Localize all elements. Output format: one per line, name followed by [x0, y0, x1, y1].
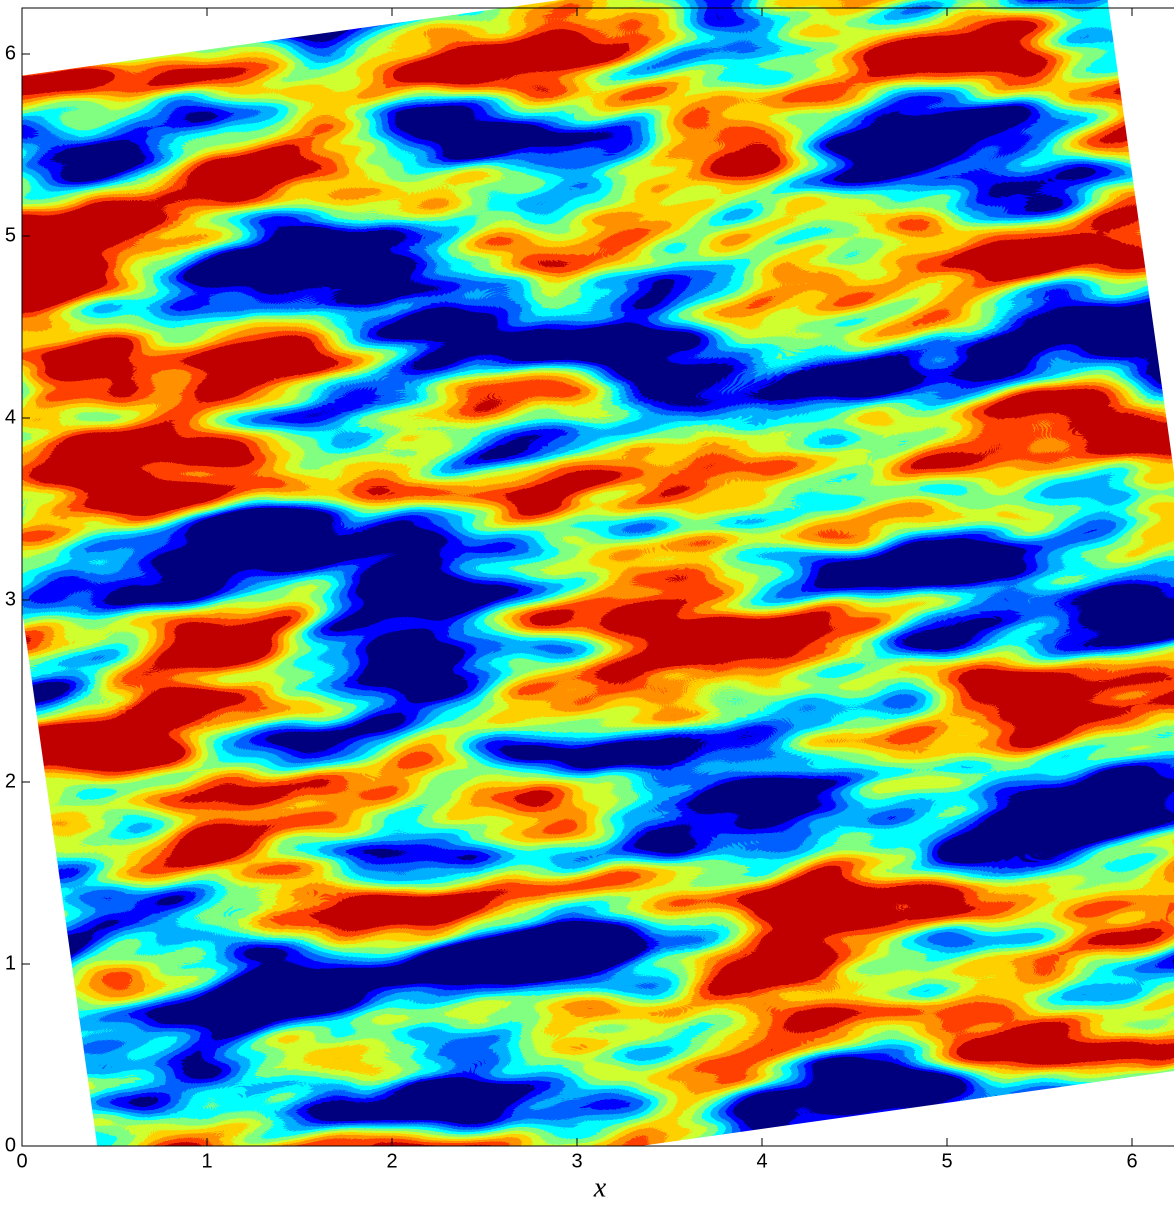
plot-area: [0, 0, 1174, 1204]
x-tick-label: 5: [941, 1150, 952, 1172]
contour-field: [0, 0, 1174, 1204]
y-tick-label: 3: [5, 588, 16, 610]
x-tick-label: 2: [386, 1150, 397, 1172]
x-tick-label: 1: [201, 1150, 212, 1172]
y-tick-label: 0: [5, 1134, 16, 1156]
x-tick-label: 6: [1126, 1150, 1137, 1172]
y-tick-label: 5: [5, 224, 16, 246]
x-tick-label: 0: [16, 1150, 27, 1172]
y-tick-label: 4: [5, 406, 16, 428]
y-tick-label: 6: [5, 42, 16, 64]
x-tick-label: 4: [756, 1150, 767, 1172]
x-axis-label: x: [593, 1172, 607, 1203]
chart: x 0 1 2 3 4 5 6 0 1 2 3 4 5 6: [0, 0, 1174, 1204]
x-tick-label: 3: [571, 1150, 582, 1172]
y-tick-label: 2: [5, 770, 16, 792]
y-tick-label: 1: [5, 952, 16, 974]
